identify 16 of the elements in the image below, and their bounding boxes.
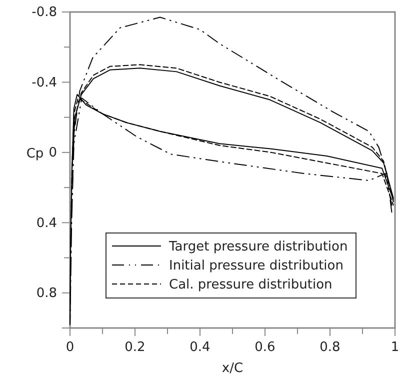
legend-label: Initial pressure distribution xyxy=(169,258,344,274)
y-tick-label: -0.4 xyxy=(32,75,57,90)
x-tick-label: 0.4 xyxy=(190,340,210,356)
x-tick-label: 0.8 xyxy=(320,340,340,356)
x-tick-label: 0.6 xyxy=(254,340,276,356)
legend-label: Cal. pressure distribution xyxy=(169,278,332,292)
y-tick-label: 0 xyxy=(48,146,57,161)
y-tick-label: 0.8 xyxy=(36,286,57,302)
x-tick-label: 0.2 xyxy=(124,340,146,356)
x-tick-label: 1 xyxy=(390,340,400,356)
y-tick-label: 0.4 xyxy=(36,216,57,231)
legend-label: Target pressure distribution xyxy=(168,240,348,254)
y-axis-title: Cp xyxy=(26,146,44,162)
x-axis-title: x/C xyxy=(222,361,244,376)
y-tick-label: -0.8 xyxy=(32,5,57,20)
x-tick-label: 0 xyxy=(66,340,74,356)
